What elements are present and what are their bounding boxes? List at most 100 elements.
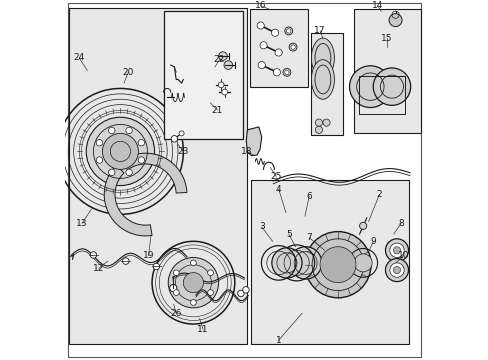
- Text: 22: 22: [213, 55, 224, 64]
- Circle shape: [86, 117, 154, 185]
- Polygon shape: [104, 165, 152, 236]
- Circle shape: [260, 42, 266, 49]
- Circle shape: [392, 247, 400, 254]
- Polygon shape: [121, 153, 186, 193]
- Text: 4: 4: [275, 185, 281, 194]
- Circle shape: [207, 270, 213, 276]
- Text: 8: 8: [397, 219, 403, 228]
- Bar: [358, 76, 404, 114]
- Text: 15: 15: [380, 33, 391, 42]
- Circle shape: [90, 252, 97, 258]
- Circle shape: [271, 29, 278, 36]
- Circle shape: [125, 127, 132, 134]
- Circle shape: [372, 68, 410, 105]
- Circle shape: [190, 260, 196, 266]
- Circle shape: [385, 258, 407, 282]
- Bar: [249, 9, 307, 87]
- Circle shape: [319, 247, 355, 283]
- Circle shape: [183, 273, 203, 293]
- Circle shape: [171, 136, 177, 142]
- Text: 7: 7: [306, 233, 311, 242]
- Circle shape: [286, 29, 290, 33]
- Ellipse shape: [311, 60, 334, 99]
- Circle shape: [289, 247, 321, 279]
- Circle shape: [207, 290, 213, 296]
- Text: 6: 6: [306, 192, 311, 201]
- Bar: [250, 180, 408, 344]
- Circle shape: [173, 290, 179, 296]
- Bar: [163, 11, 242, 139]
- Text: 12: 12: [93, 264, 104, 273]
- Circle shape: [222, 89, 227, 95]
- Text: 5: 5: [285, 230, 291, 239]
- Bar: [353, 9, 420, 134]
- Text: 21: 21: [211, 105, 223, 114]
- Text: 16: 16: [254, 1, 266, 10]
- Text: 2: 2: [376, 190, 382, 199]
- Circle shape: [108, 169, 115, 176]
- Circle shape: [275, 49, 282, 56]
- Circle shape: [315, 126, 322, 134]
- Text: 9: 9: [369, 237, 375, 246]
- Circle shape: [290, 45, 295, 49]
- Ellipse shape: [311, 38, 334, 78]
- Text: 19: 19: [142, 251, 154, 260]
- Circle shape: [218, 82, 224, 88]
- Text: 17: 17: [314, 26, 325, 35]
- Circle shape: [322, 119, 329, 126]
- Circle shape: [284, 27, 292, 35]
- Circle shape: [102, 134, 138, 170]
- Circle shape: [389, 243, 404, 257]
- Text: 14: 14: [371, 1, 383, 10]
- Circle shape: [385, 239, 407, 262]
- Text: 13: 13: [76, 219, 87, 228]
- Circle shape: [224, 61, 232, 69]
- Polygon shape: [246, 127, 261, 156]
- Circle shape: [258, 62, 265, 69]
- Circle shape: [392, 266, 400, 274]
- Circle shape: [284, 70, 288, 75]
- Circle shape: [122, 258, 129, 264]
- Circle shape: [273, 69, 280, 76]
- Circle shape: [353, 254, 371, 272]
- Text: 25: 25: [270, 172, 281, 181]
- Ellipse shape: [314, 65, 330, 94]
- Circle shape: [305, 231, 370, 298]
- Circle shape: [288, 43, 296, 51]
- Circle shape: [138, 157, 144, 163]
- Circle shape: [153, 263, 159, 270]
- Circle shape: [349, 66, 390, 108]
- Text: 23: 23: [177, 147, 189, 156]
- Circle shape: [237, 290, 244, 297]
- Circle shape: [168, 257, 218, 308]
- Circle shape: [315, 119, 322, 126]
- Circle shape: [388, 14, 401, 27]
- Circle shape: [218, 52, 227, 60]
- Circle shape: [179, 131, 183, 136]
- Circle shape: [242, 287, 249, 293]
- Circle shape: [359, 222, 366, 229]
- Circle shape: [96, 157, 102, 163]
- Circle shape: [389, 263, 404, 277]
- Text: 20: 20: [122, 68, 134, 77]
- Circle shape: [96, 139, 102, 146]
- Text: 3: 3: [258, 222, 264, 231]
- Text: 1: 1: [275, 336, 281, 345]
- Text: 10: 10: [397, 251, 408, 260]
- Bar: [310, 33, 342, 135]
- Circle shape: [190, 300, 196, 305]
- Circle shape: [125, 169, 132, 176]
- Ellipse shape: [314, 44, 330, 72]
- Circle shape: [173, 270, 179, 276]
- Circle shape: [257, 22, 264, 29]
- Text: 11: 11: [197, 325, 208, 334]
- Circle shape: [271, 248, 302, 278]
- Circle shape: [138, 139, 144, 146]
- Text: 26: 26: [170, 309, 182, 318]
- Text: 18: 18: [240, 147, 251, 156]
- Bar: [69, 8, 246, 344]
- Circle shape: [169, 284, 177, 292]
- Circle shape: [108, 127, 115, 134]
- Circle shape: [283, 68, 290, 76]
- Text: 24: 24: [73, 53, 84, 62]
